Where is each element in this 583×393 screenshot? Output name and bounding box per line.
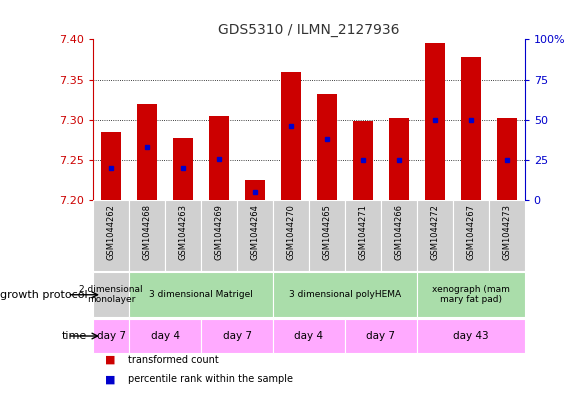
Title: GDS5310 / ILMN_2127936: GDS5310 / ILMN_2127936 [218, 23, 400, 37]
Text: GSM1044271: GSM1044271 [359, 204, 367, 260]
Bar [317, 94, 337, 200]
FancyBboxPatch shape [381, 200, 417, 271]
Text: GSM1044268: GSM1044268 [143, 204, 152, 260]
Text: time: time [62, 331, 87, 341]
Text: GSM1044270: GSM1044270 [286, 204, 296, 260]
Bar [461, 57, 480, 200]
Bar [281, 72, 301, 200]
Text: GSM1044262: GSM1044262 [107, 204, 116, 260]
FancyBboxPatch shape [93, 319, 129, 353]
Bar [173, 138, 193, 200]
Text: GSM1044264: GSM1044264 [251, 204, 259, 260]
Text: xenograph (mam
mary fat pad): xenograph (mam mary fat pad) [432, 285, 510, 305]
Text: day 4: day 4 [150, 331, 180, 341]
FancyBboxPatch shape [417, 272, 525, 318]
FancyBboxPatch shape [273, 272, 417, 318]
FancyBboxPatch shape [453, 200, 489, 271]
Text: 2 dimensional
monolayer: 2 dimensional monolayer [79, 285, 143, 305]
Text: 3 dimensional polyHEMA: 3 dimensional polyHEMA [289, 290, 401, 299]
Text: transformed count: transformed count [128, 354, 219, 365]
Text: GSM1044266: GSM1044266 [394, 204, 403, 260]
Text: day 7: day 7 [366, 331, 395, 341]
FancyBboxPatch shape [201, 200, 237, 271]
Text: GSM1044267: GSM1044267 [466, 204, 475, 260]
Text: 3 dimensional Matrigel: 3 dimensional Matrigel [149, 290, 253, 299]
Text: day 4: day 4 [294, 331, 324, 341]
Text: day 7: day 7 [223, 331, 252, 341]
Bar [389, 118, 409, 200]
FancyBboxPatch shape [165, 200, 201, 271]
Bar [101, 132, 121, 200]
FancyBboxPatch shape [201, 319, 273, 353]
Text: ■: ■ [105, 354, 115, 365]
Bar [209, 116, 229, 200]
FancyBboxPatch shape [345, 200, 381, 271]
FancyBboxPatch shape [345, 319, 417, 353]
FancyBboxPatch shape [417, 200, 453, 271]
FancyBboxPatch shape [129, 200, 165, 271]
Bar [353, 121, 373, 200]
Text: growth protocol: growth protocol [0, 290, 87, 300]
Text: GSM1044272: GSM1044272 [430, 204, 440, 260]
FancyBboxPatch shape [237, 200, 273, 271]
FancyBboxPatch shape [93, 272, 129, 318]
Text: day 7: day 7 [97, 331, 126, 341]
Bar [138, 104, 157, 200]
FancyBboxPatch shape [417, 319, 525, 353]
Text: GSM1044273: GSM1044273 [502, 204, 511, 260]
FancyBboxPatch shape [129, 319, 201, 353]
FancyBboxPatch shape [93, 200, 129, 271]
Bar [425, 43, 445, 200]
FancyBboxPatch shape [273, 319, 345, 353]
Text: day 43: day 43 [453, 331, 489, 341]
FancyBboxPatch shape [129, 272, 273, 318]
Text: GSM1044263: GSM1044263 [178, 204, 188, 260]
FancyBboxPatch shape [273, 200, 309, 271]
Text: GSM1044269: GSM1044269 [215, 204, 224, 260]
FancyBboxPatch shape [489, 200, 525, 271]
Text: percentile rank within the sample: percentile rank within the sample [128, 374, 293, 384]
Bar [245, 180, 265, 200]
FancyBboxPatch shape [309, 200, 345, 271]
Bar [497, 118, 517, 200]
Text: ■: ■ [105, 374, 115, 384]
Text: GSM1044265: GSM1044265 [322, 204, 332, 260]
